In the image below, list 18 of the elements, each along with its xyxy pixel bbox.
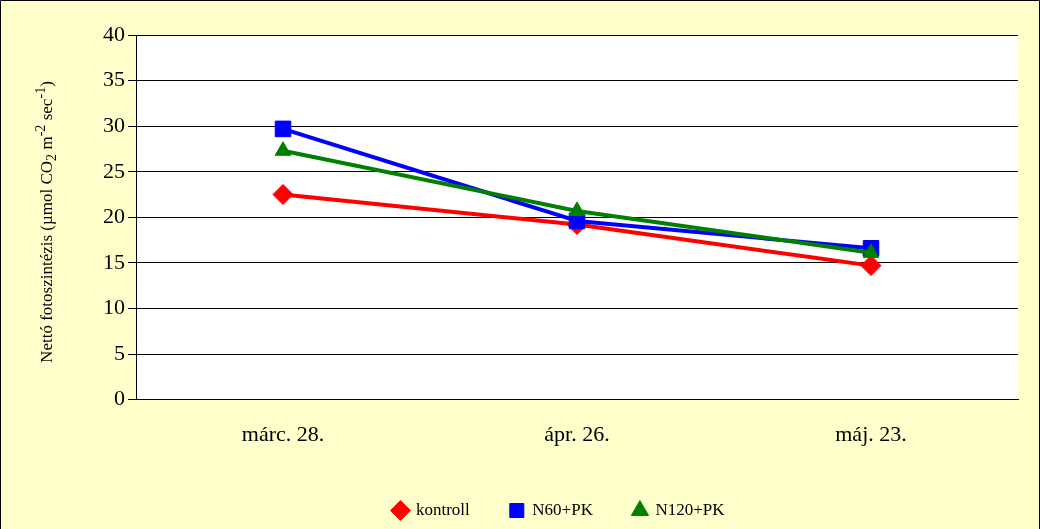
y-tick-label: 10 (103, 294, 125, 320)
point (272, 184, 294, 206)
y-tick-label: 15 (103, 248, 125, 274)
point (274, 120, 292, 138)
y-tick-label: 20 (103, 203, 125, 229)
y-tick-label: 5 (114, 339, 125, 365)
x-tick-label: máj. 23. (835, 420, 907, 446)
y-tick-label: 30 (103, 111, 125, 137)
point (860, 255, 882, 277)
x-tick-label: márc. 28. (241, 420, 325, 446)
y-tick-label: 25 (103, 157, 125, 183)
y-tick-label: 0 (114, 385, 125, 411)
legend-label: N60+PK (532, 499, 594, 519)
legend-label: N120+PK (655, 499, 726, 519)
y-tick-label: 40 (103, 20, 125, 46)
x-tick-label: ápr. 26. (544, 420, 610, 446)
legend-label: kontroll (415, 499, 471, 519)
y-tick-label: 35 (103, 66, 125, 92)
